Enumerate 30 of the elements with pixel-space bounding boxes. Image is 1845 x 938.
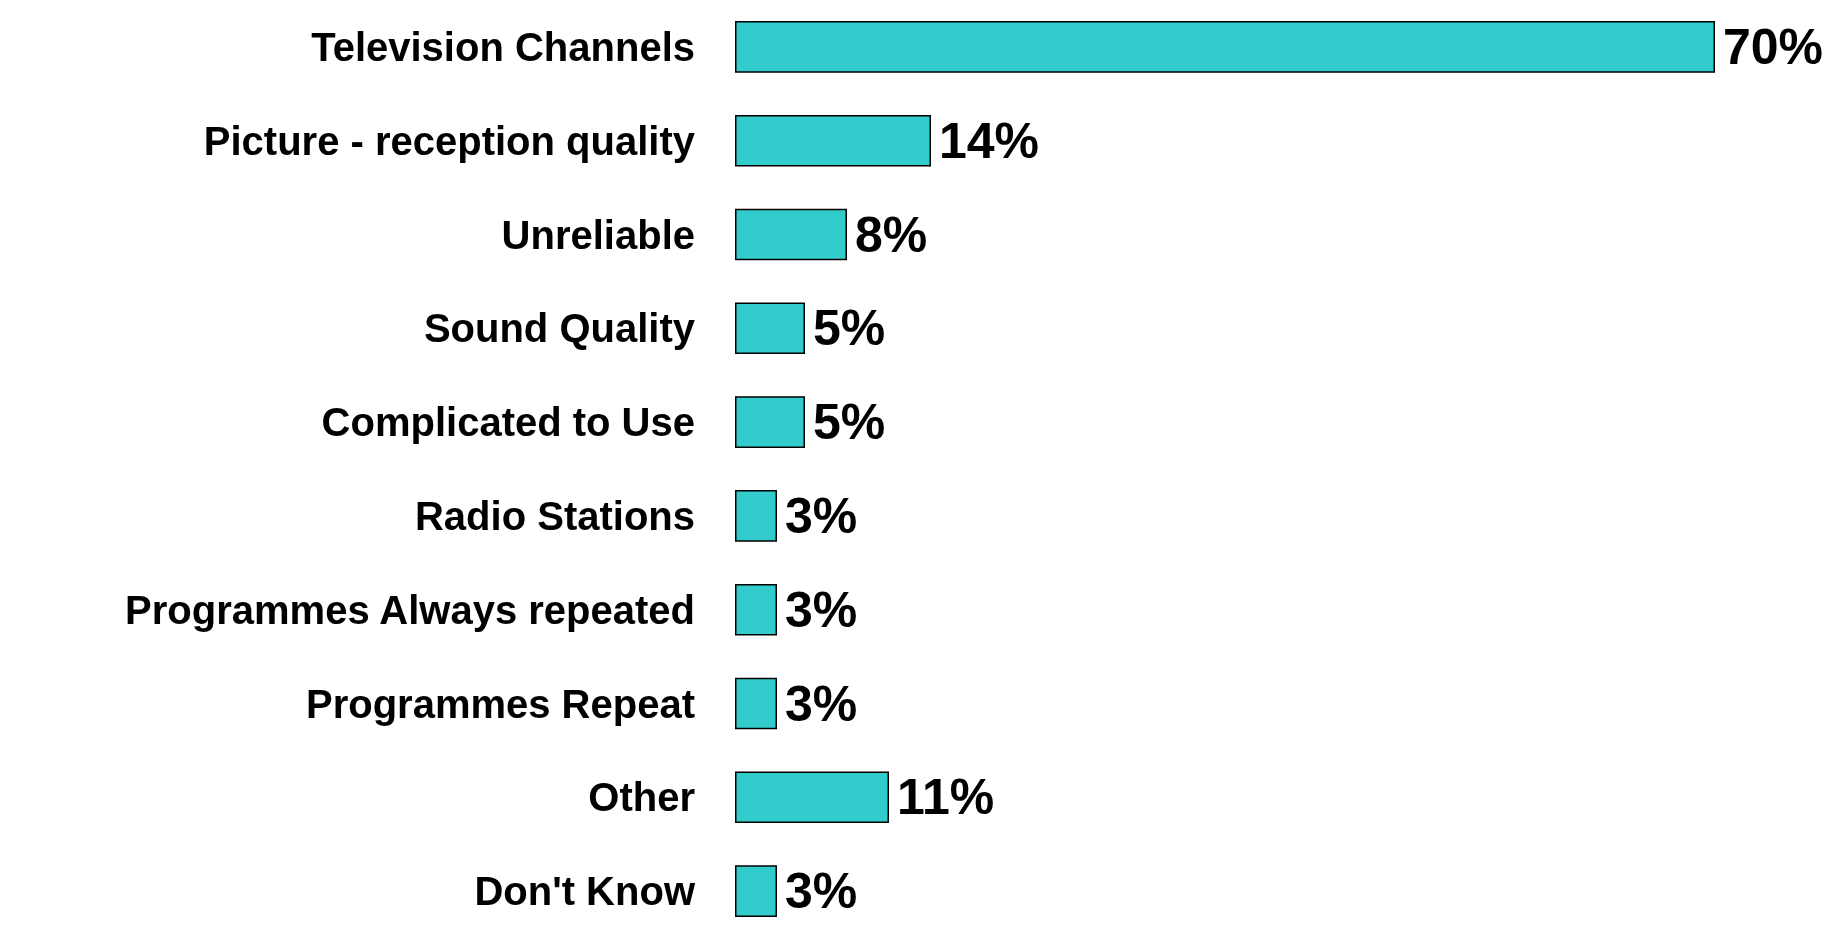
bar bbox=[735, 490, 777, 542]
y-tick-label: Unreliable bbox=[501, 212, 695, 257]
bar bbox=[735, 114, 931, 167]
y-tick-label: Don't Know bbox=[474, 869, 696, 914]
bar bbox=[735, 396, 805, 448]
y-tick-label: Sound Quality bbox=[423, 306, 696, 351]
data-label: 5% bbox=[813, 300, 886, 357]
data-label: 3% bbox=[785, 863, 858, 920]
data-label: 3% bbox=[785, 675, 858, 732]
bar bbox=[735, 865, 777, 917]
bar bbox=[735, 21, 1715, 73]
data-label: 14% bbox=[939, 112, 1040, 169]
bar bbox=[735, 208, 847, 261]
data-label: 8% bbox=[855, 206, 928, 263]
data-label: 11% bbox=[897, 769, 995, 826]
y-tick-label: Programmes Always repeated bbox=[125, 587, 695, 632]
y-tick-label: Radio Stations bbox=[414, 493, 695, 538]
bar bbox=[735, 677, 777, 730]
data-label: 5% bbox=[813, 394, 886, 451]
data-label: 3% bbox=[785, 487, 858, 544]
bar bbox=[735, 771, 889, 824]
y-tick-label: Complicated to Use bbox=[321, 400, 695, 445]
y-tick-label: Programmes Repeat bbox=[305, 681, 695, 726]
bar bbox=[735, 583, 777, 636]
data-label: 3% bbox=[785, 581, 858, 638]
bar bbox=[735, 302, 805, 355]
y-tick-label: Picture - reception quality bbox=[203, 118, 696, 163]
data-label: 70% bbox=[1723, 18, 1824, 75]
y-tick-label: Other bbox=[588, 775, 695, 820]
y-tick-label: Television Channels bbox=[311, 24, 695, 69]
